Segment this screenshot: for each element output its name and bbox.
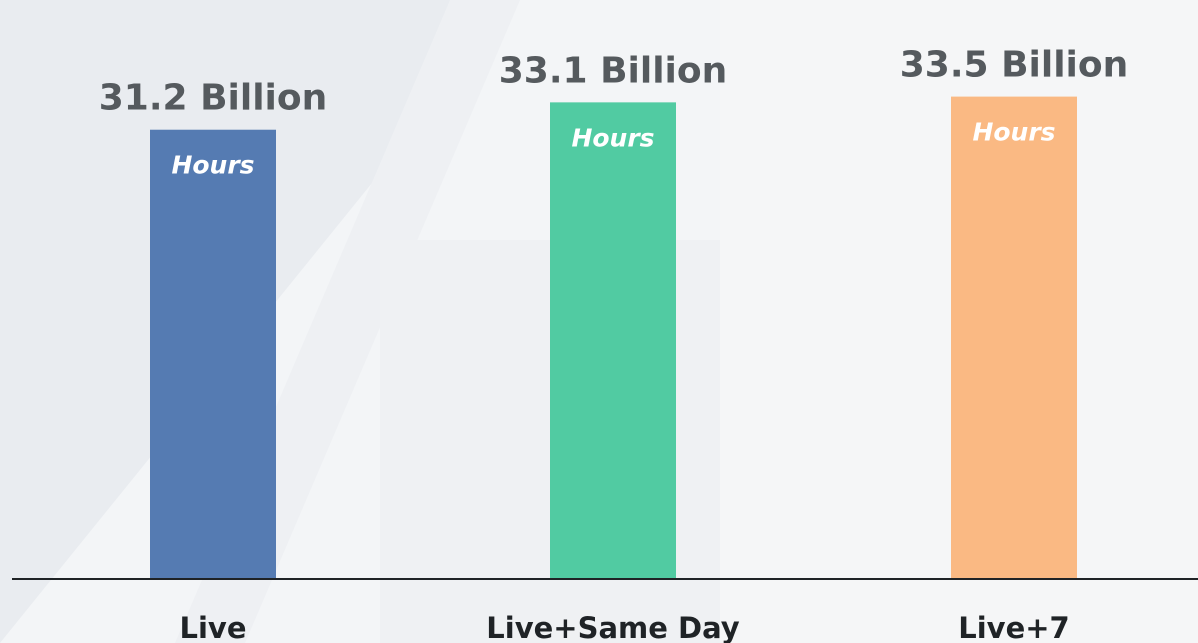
unit-label-3: Hours bbox=[972, 118, 1055, 147]
category-label-3: Live+7 bbox=[958, 611, 1069, 643]
bar-1 bbox=[150, 129, 276, 579]
bars-group bbox=[150, 96, 1077, 580]
category-label-1: Live bbox=[180, 611, 247, 643]
value-label-2: 33.1 Billion bbox=[499, 50, 728, 91]
bar-3 bbox=[951, 96, 1077, 579]
labels-group: 31.2 Billion Hours Live 33.1 Billion Hours Li… bbox=[99, 45, 1129, 643]
bar-2 bbox=[550, 102, 676, 580]
unit-label-2: Hours bbox=[571, 123, 654, 152]
category-label-2: Live+Same Day bbox=[486, 611, 739, 643]
value-label-1: 31.2 Billion bbox=[99, 78, 328, 119]
unit-label-1: Hours bbox=[171, 151, 254, 180]
value-label-3: 33.5 Billion bbox=[900, 45, 1129, 86]
